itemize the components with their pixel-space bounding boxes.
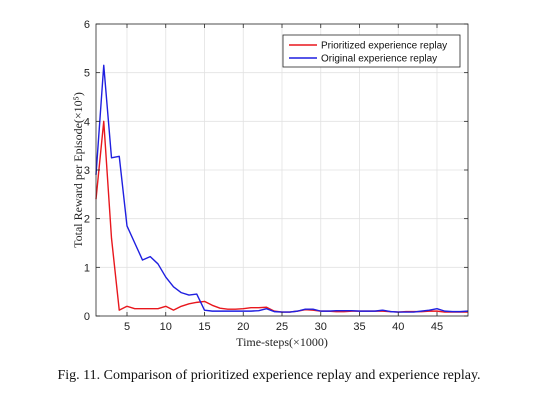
legend-label-prioritized: Prioritized experience replay xyxy=(321,41,447,52)
y-tick-label: 2 xyxy=(84,214,90,226)
x-tick-label: 30 xyxy=(315,321,327,333)
x-tick-label: 10 xyxy=(160,321,172,333)
x-axis-label: Time-steps(×1000) xyxy=(236,335,328,349)
legend: Prioritized experience replay Original e… xyxy=(282,34,461,68)
figure-caption: Fig. 11. Comparison of prioritized exper… xyxy=(57,368,481,383)
legend-label-original: Original experience replay xyxy=(321,54,437,65)
x-tick-label: 5 xyxy=(124,321,130,333)
y-tick-label: 1 xyxy=(84,262,90,274)
y-tick-label: 4 xyxy=(84,116,90,128)
x-tick-label: 15 xyxy=(198,321,210,333)
x-tick-label: 40 xyxy=(392,321,404,333)
y-tick-label: 6 xyxy=(84,19,90,31)
legend-box xyxy=(282,34,461,68)
y-tick-label: 0 xyxy=(84,311,90,323)
y-tick-label: 5 xyxy=(84,68,90,80)
y-tick-label: 3 xyxy=(84,165,90,177)
x-tick-label: 45 xyxy=(431,321,443,333)
x-tick-label: 35 xyxy=(353,321,365,333)
grid-lines xyxy=(96,23,468,317)
x-tick-label: 25 xyxy=(276,321,288,333)
x-tick-label: 20 xyxy=(237,321,249,333)
y-axis-label: Total Reward per Episode(×10⁵) xyxy=(71,92,85,248)
